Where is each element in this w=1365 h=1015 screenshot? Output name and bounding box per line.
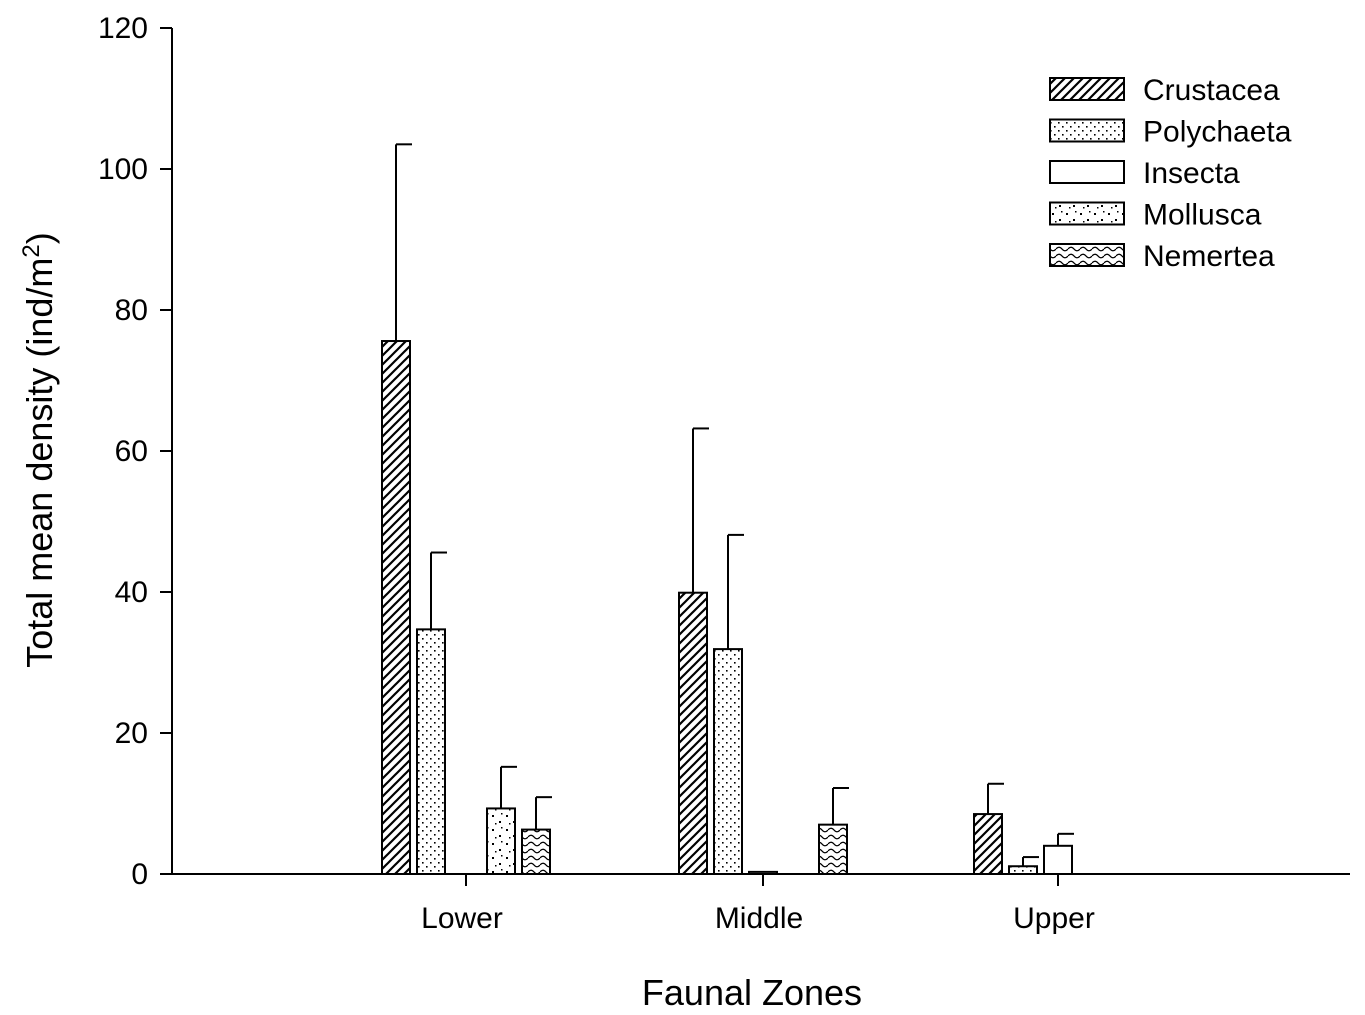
bar-insecta-middle (748, 870, 778, 876)
legend-swatch-nemertea (1049, 243, 1125, 267)
y-tick-label: 60 (115, 435, 148, 468)
bar-polychaeta-lower (416, 628, 446, 875)
legend: Crustacea Polychaeta Insecta Mollusca Nemert… (1049, 74, 1292, 273)
bar-crustacea-upper (973, 813, 1003, 876)
bar-polychaeta-upper (1008, 865, 1038, 875)
bar-crustacea-middle (678, 591, 708, 876)
y-axis-title-suffix: ) (19, 232, 60, 244)
bar-mollusca-lower (486, 807, 516, 875)
y-tick-label: 100 (98, 153, 148, 186)
x-tick-label: Upper (1013, 902, 1095, 935)
y-tick-label: 120 (98, 12, 148, 45)
legend-swatch-polychaeta (1049, 118, 1125, 143)
x-axis-title: Faunal Zones (642, 972, 862, 1013)
x-tick-label: Middle (715, 902, 803, 935)
bars-group (381, 143, 1074, 876)
bar-polychaeta-middle (713, 648, 743, 875)
y-axis: 0 20 40 60 80 100 120 (98, 12, 173, 891)
y-axis-title: Total mean density (ind/m2) (18, 232, 60, 668)
legend-label-crustacea: Crustacea (1143, 74, 1280, 107)
legend-swatch-mollusca (1049, 201, 1125, 226)
bar-nemertea-lower (521, 828, 551, 876)
x-tick-label: Lower (421, 902, 503, 935)
x-axis: Lower Middle Upper (172, 873, 1350, 935)
bar-insecta-upper (1043, 844, 1073, 875)
bar-nemertea-middle (818, 823, 848, 876)
y-tick-label: 80 (115, 294, 148, 327)
legend-swatch-crustacea (1049, 77, 1125, 101)
legend-label-insecta: Insecta (1143, 157, 1240, 190)
y-axis-title-superscript: 2 (18, 244, 45, 257)
y-axis-title-main: Total mean density (ind/m (19, 258, 60, 668)
y-tick-label: 20 (115, 717, 148, 750)
legend-label-polychaeta: Polychaeta (1143, 116, 1292, 149)
legend-swatch-insecta (1049, 160, 1125, 184)
legend-label-nemertea: Nemertea (1143, 240, 1275, 273)
bar-crustacea-lower (381, 340, 411, 875)
y-tick-label: 40 (115, 576, 148, 609)
y-tick-label: 0 (131, 858, 148, 891)
legend-label-mollusca: Mollusca (1143, 199, 1262, 232)
